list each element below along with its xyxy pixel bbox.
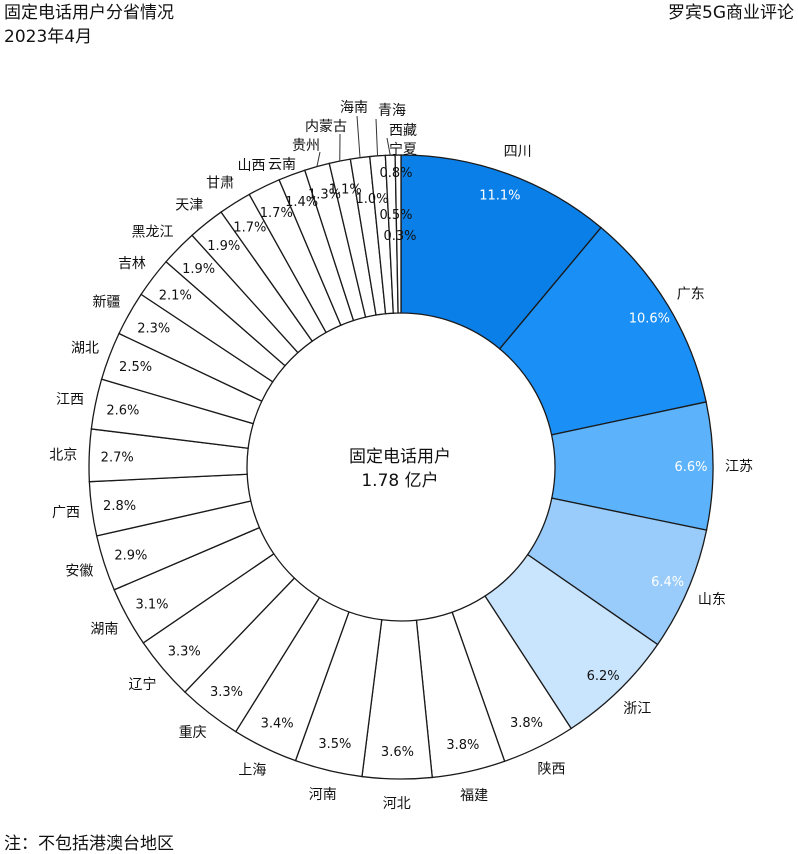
category-label: 天津: [175, 197, 203, 213]
value-label: 2.3%: [137, 321, 170, 336]
leader-line: [376, 119, 378, 156]
value-label: 6.2%: [587, 669, 620, 684]
category-label: 新疆: [92, 295, 120, 311]
value-label: 2.5%: [119, 360, 152, 375]
value-label: 1.0%: [355, 192, 388, 207]
value-label: 10.6%: [629, 311, 670, 326]
value-label: 2.6%: [106, 404, 139, 419]
value-label: 3.3%: [210, 685, 243, 700]
value-label: 1.9%: [182, 262, 215, 277]
category-label: 海南: [340, 100, 368, 116]
center-label-line1: 固定电话用户: [349, 447, 451, 467]
category-label: 宁夏: [389, 141, 417, 158]
category-label: 云南: [268, 157, 296, 173]
center-label-total: 1.78 亿户: [361, 471, 438, 491]
category-label: 内蒙古: [305, 119, 347, 135]
value-label: 0.5%: [379, 208, 412, 223]
value-label: 2.9%: [114, 549, 147, 564]
category-label: 湖北: [71, 340, 99, 356]
value-label: 0.3%: [383, 229, 416, 244]
category-label: 山西: [237, 158, 265, 174]
category-label: 陕西: [537, 761, 565, 777]
category-label: 辽宁: [129, 676, 157, 693]
category-label: 吉林: [118, 256, 146, 272]
category-label: 甘肃: [206, 176, 234, 192]
category-label: 福建: [460, 788, 488, 804]
value-label: 2.8%: [103, 499, 136, 514]
value-label: 3.5%: [318, 737, 351, 752]
category-label: 贵州: [292, 138, 320, 154]
value-label: 3.6%: [381, 745, 414, 760]
leader-line: [317, 152, 320, 167]
footnote: 注：不包括港澳台地区: [4, 829, 174, 854]
value-label: 2.1%: [159, 289, 192, 304]
category-label: 河北: [383, 796, 411, 812]
value-label: 6.6%: [674, 460, 707, 475]
category-label: 浙江: [623, 701, 651, 717]
leader-line: [357, 116, 360, 158]
value-label: 11.1%: [479, 188, 520, 203]
category-label: 江西: [56, 392, 84, 408]
value-label: 3.8%: [510, 716, 543, 731]
category-label: 山东: [698, 592, 726, 608]
value-label: 3.1%: [135, 598, 168, 613]
category-label: 北京: [49, 447, 77, 463]
value-label: 2.7%: [101, 450, 134, 465]
value-label: 0.8%: [379, 166, 412, 181]
value-label: 6.4%: [651, 575, 684, 590]
category-label: 青海: [378, 103, 406, 119]
value-label: 3.8%: [446, 738, 479, 753]
value-label: 3.3%: [168, 644, 201, 659]
category-label: 广西: [52, 505, 80, 521]
category-label: 重庆: [179, 725, 207, 741]
slice-group: [89, 155, 713, 779]
category-label: 安徽: [65, 564, 93, 580]
category-label: 西藏: [389, 123, 417, 139]
value-label: 3.4%: [261, 717, 294, 732]
category-label: 江苏: [725, 459, 753, 475]
category-label: 河南: [309, 787, 337, 803]
category-label: 四川: [504, 144, 532, 160]
category-label: 黑龙江: [132, 224, 174, 240]
category-label: 上海: [238, 762, 266, 778]
category-label: 湖南: [90, 622, 118, 638]
value-label: 1.7%: [233, 221, 266, 236]
category-label: 广东: [677, 287, 705, 303]
value-label: 1.9%: [207, 239, 240, 254]
